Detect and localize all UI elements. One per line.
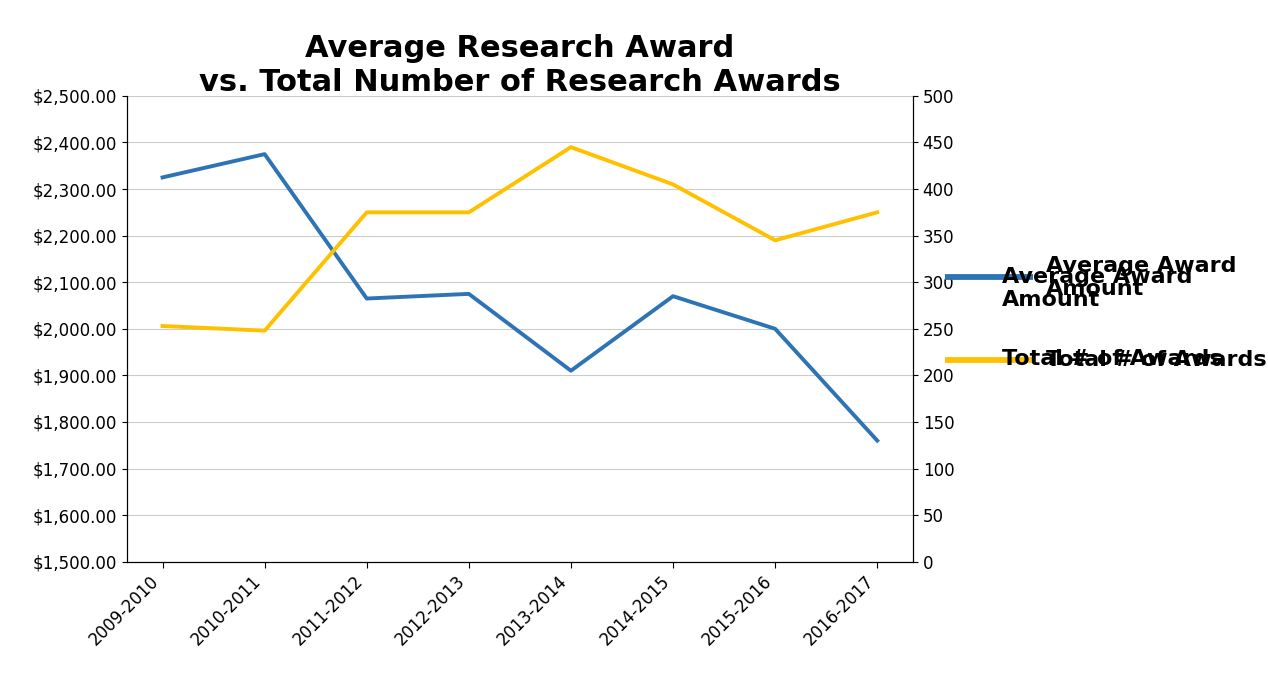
Line: Total # of Awards: Total # of Awards [162, 147, 877, 331]
Average Award
Amount [257, 150, 273, 158]
Average Award
Amount [155, 173, 170, 182]
Total # of Awards [257, 327, 273, 335]
Total # of Awards [563, 143, 578, 151]
Total # of Awards [155, 322, 170, 330]
Average Award
Amount [767, 325, 782, 333]
Text: Average Award
Amount: Average Award Amount [1046, 256, 1236, 299]
Total # of Awards [870, 208, 885, 216]
Text: Total # of Awards: Total # of Awards [1046, 349, 1267, 370]
Average Award
Amount [359, 295, 374, 303]
Text: Average Research Award
vs. Total Number of Research Awards: Average Research Award vs. Total Number … [199, 34, 841, 97]
Total # of Awards [666, 180, 681, 188]
Text: Total # of Awards: Total # of Awards [1002, 349, 1222, 369]
Average Award
Amount [563, 366, 578, 375]
Total # of Awards [767, 236, 782, 245]
Average Award
Amount [666, 292, 681, 300]
Average Award
Amount [462, 290, 477, 298]
Total # of Awards [462, 208, 477, 216]
Average Award
Amount [870, 436, 885, 445]
Total # of Awards [359, 208, 374, 216]
Line: Average Award
Amount: Average Award Amount [162, 154, 877, 440]
Text: Average Award
Amount: Average Award Amount [1002, 267, 1192, 310]
